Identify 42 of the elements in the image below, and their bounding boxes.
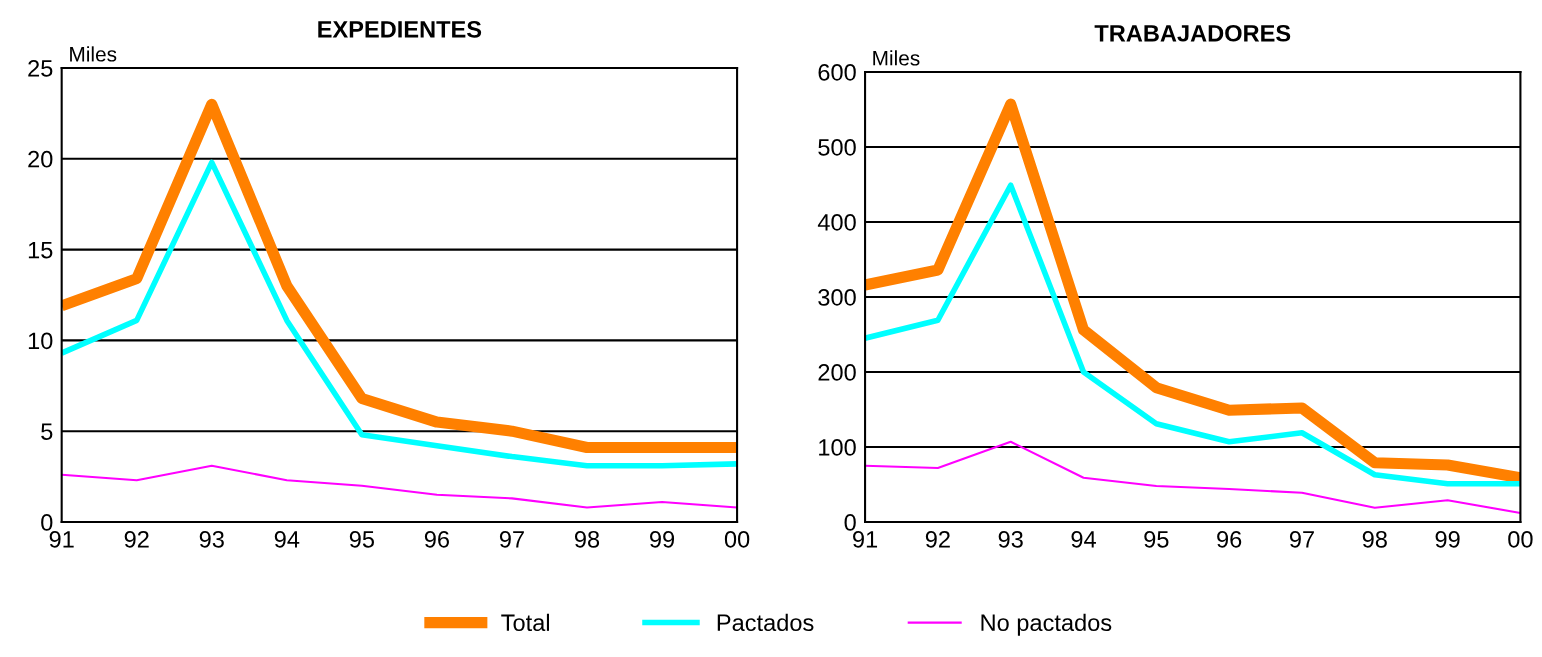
legend-label: Total <box>501 613 549 632</box>
legend-label: Pactados <box>717 613 814 632</box>
x-tick-label: 93 <box>199 530 224 548</box>
y-tick-label: 100 <box>819 439 856 456</box>
x-tick-label: 94 <box>1071 530 1096 548</box>
y-tick-label: 10 <box>28 332 53 350</box>
x-tick-label: 92 <box>925 530 950 548</box>
chart-title: TRABAJADORES <box>1094 24 1291 42</box>
line-series <box>61 464 738 509</box>
x-tick-label: 91 <box>49 530 74 548</box>
x-tick-label: 95 <box>349 530 374 548</box>
y-tick-label: 200 <box>818 364 856 381</box>
x-tick-label: 97 <box>1289 530 1314 548</box>
x-tick-label: 99 <box>650 530 675 548</box>
y-tick-label: 500 <box>818 139 856 156</box>
x-tick-label: 91 <box>853 530 878 548</box>
x-tick-label: 96 <box>424 530 449 548</box>
chart-title: EXPEDIENTES <box>318 20 482 38</box>
y-tick-label: 400 <box>817 214 856 231</box>
x-tick-label: 92 <box>124 530 149 548</box>
x-tick-label: 99 <box>1435 530 1460 548</box>
y-tick-label: 0 <box>41 514 53 531</box>
x-tick-label: 97 <box>499 530 524 548</box>
y-tick-label: 15 <box>28 241 53 259</box>
y-tick-label: 300 <box>818 289 856 306</box>
y-tick-label: 25 <box>28 60 53 77</box>
x-tick-label: 98 <box>574 530 600 548</box>
y-tick-label: 600 <box>818 64 856 81</box>
x-tick-label: 00 <box>1508 530 1533 548</box>
line-series <box>865 440 1521 515</box>
x-tick-label: 96 <box>1217 530 1242 548</box>
y-axis-title: Miles <box>70 46 117 62</box>
x-tick-label: 93 <box>998 530 1023 548</box>
y-tick-label: 0 <box>844 514 856 531</box>
x-tick-label: 95 <box>1144 530 1169 548</box>
legend-label: No pactados <box>981 613 1112 636</box>
y-tick-label: 20 <box>28 150 53 168</box>
y-tick-label: 5 <box>41 423 53 440</box>
x-tick-label: 00 <box>724 530 750 548</box>
x-tick-label: 94 <box>274 530 300 548</box>
x-tick-label: 98 <box>1362 530 1387 548</box>
y-axis-title: Miles <box>873 50 920 66</box>
